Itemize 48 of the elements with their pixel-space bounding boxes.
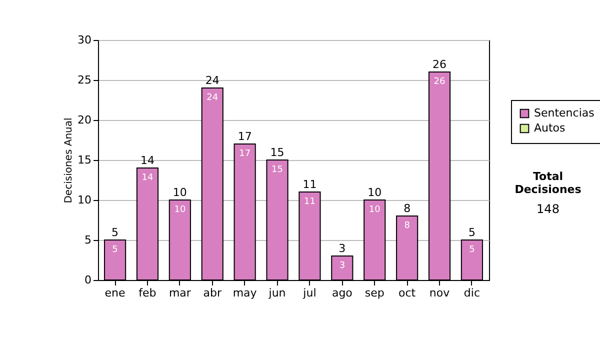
- x-tick-label: feb: [138, 286, 156, 300]
- total-label: 24: [205, 74, 220, 87]
- legend-label: Autos: [534, 122, 566, 134]
- total-label: 14: [140, 154, 154, 167]
- total-label: 26: [432, 58, 447, 71]
- x-tick-label: abr: [203, 286, 222, 300]
- data-label: 8: [404, 221, 410, 231]
- y-tick-label: 10: [78, 194, 92, 206]
- total-label: 15: [270, 146, 284, 159]
- y-tick-label: 20: [78, 114, 92, 126]
- x-tick-label: ene: [104, 286, 126, 300]
- total-label: 11: [302, 178, 317, 191]
- total-label: 3: [338, 242, 346, 255]
- data-label: 10: [368, 205, 381, 215]
- total-label: 5: [112, 226, 119, 239]
- data-label: 3: [339, 261, 346, 271]
- y-tick-label: 0: [84, 274, 92, 286]
- total-label: 10: [368, 186, 382, 199]
- y-tick-label: 25: [78, 74, 92, 86]
- data-label: 14: [142, 173, 154, 183]
- x-tick-label: jul: [302, 286, 316, 300]
- text: Total Decisiones: [514, 170, 582, 196]
- text: 148: [536, 202, 560, 216]
- legend-label: Sentencias: [534, 106, 595, 120]
- x-tick-label: sep: [364, 286, 384, 300]
- total-label: 10: [172, 186, 187, 199]
- y-tick-label: 30: [78, 34, 92, 46]
- y-tick-label: 15: [78, 154, 92, 166]
- data-label: 24: [206, 93, 218, 103]
- x-tick-label: jun: [268, 286, 286, 300]
- total-label: 8: [404, 202, 411, 215]
- total-label: 5: [468, 226, 476, 239]
- data-label: 5: [469, 245, 475, 255]
- x-tick-label: dic: [464, 286, 480, 300]
- data-label: 15: [272, 165, 284, 175]
- y-axis-title: Decisiones Anual: [64, 118, 75, 204]
- data-label: 11: [304, 197, 316, 207]
- x-tick-label: may: [232, 286, 258, 300]
- data-label: 26: [434, 77, 446, 87]
- data-label: 5: [112, 245, 118, 255]
- x-tick-label: mar: [168, 286, 192, 300]
- x-tick-label: nov: [429, 286, 450, 300]
- y-tick-label: 5: [84, 234, 92, 246]
- data-label: 10: [174, 205, 186, 215]
- data-label: 17: [239, 149, 251, 159]
- x-tick-label: oct: [398, 286, 416, 300]
- total-label: 17: [238, 130, 252, 143]
- x-tick-label: ago: [332, 286, 353, 300]
